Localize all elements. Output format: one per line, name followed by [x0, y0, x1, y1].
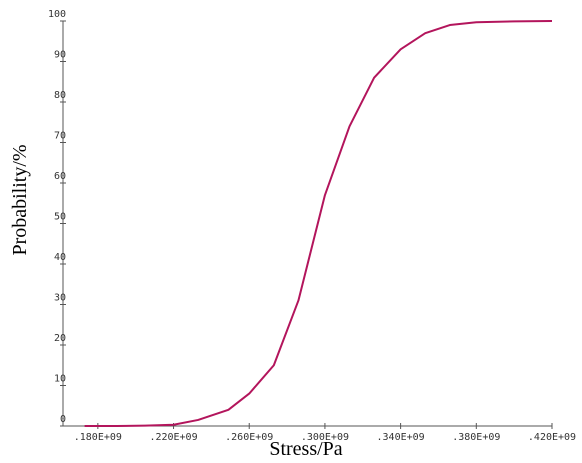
x-tick-label: .380E+09	[452, 432, 500, 443]
x-tick-label: .340E+09	[377, 432, 425, 443]
y-tick-label: 70	[54, 131, 66, 142]
y-tick-label: 80	[54, 90, 66, 101]
data-line	[84, 20, 553, 427]
y-tick-label: 40	[54, 252, 66, 263]
y-tick-label: 100	[48, 9, 66, 20]
y-axis-label: Probability/%	[9, 144, 31, 255]
y-tick-label: 50	[54, 212, 66, 223]
x-tick-label: .180E+09	[74, 432, 122, 443]
x-tick-label: .260E+09	[225, 432, 273, 443]
y-tick-label: 10	[54, 374, 66, 385]
x-tick-label: .300E+09	[301, 432, 349, 443]
y-tick-label: 90	[54, 50, 66, 61]
y-tick-label: 20	[54, 333, 66, 344]
y-tick-label: 30	[54, 293, 66, 304]
y-tick-label: 60	[54, 171, 66, 182]
x-tick-label: .220E+09	[149, 432, 197, 443]
y-tick-label: 0	[60, 414, 66, 425]
x-axis-label: Stress/Pa	[269, 438, 342, 460]
x-tick-label: .420E+09	[528, 432, 576, 443]
